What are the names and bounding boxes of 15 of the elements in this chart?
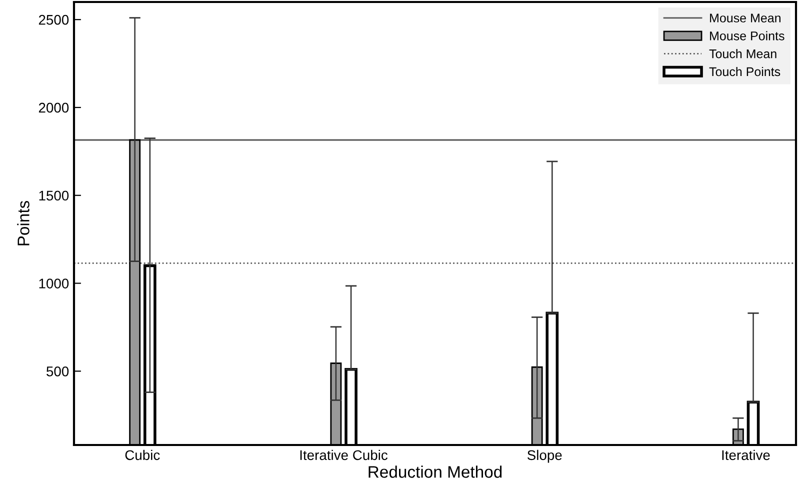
legend-label: Mouse Mean xyxy=(710,14,780,22)
y-axis-title: Points xyxy=(17,200,30,246)
y-tick-label: 1500 xyxy=(39,190,69,201)
y-tick-label: 1000 xyxy=(39,278,69,288)
legend-label: Touch Points xyxy=(709,66,780,76)
y-tick-label: 2000 xyxy=(38,102,69,113)
legend-label: Touch Mean xyxy=(709,49,776,58)
x-tick-label: Slope xyxy=(527,450,562,463)
legend-label: Mouse Points xyxy=(710,31,784,40)
x-tick-label: Cubic xyxy=(125,450,160,460)
x-axis-title: Reduction Method xyxy=(368,466,502,478)
x-tick-label: Iterative Cubic xyxy=(300,450,388,460)
x-tick-label: Iterative xyxy=(722,450,770,460)
y-tick-label: 500 xyxy=(46,366,69,376)
y-tick-label: 2500 xyxy=(38,14,69,25)
